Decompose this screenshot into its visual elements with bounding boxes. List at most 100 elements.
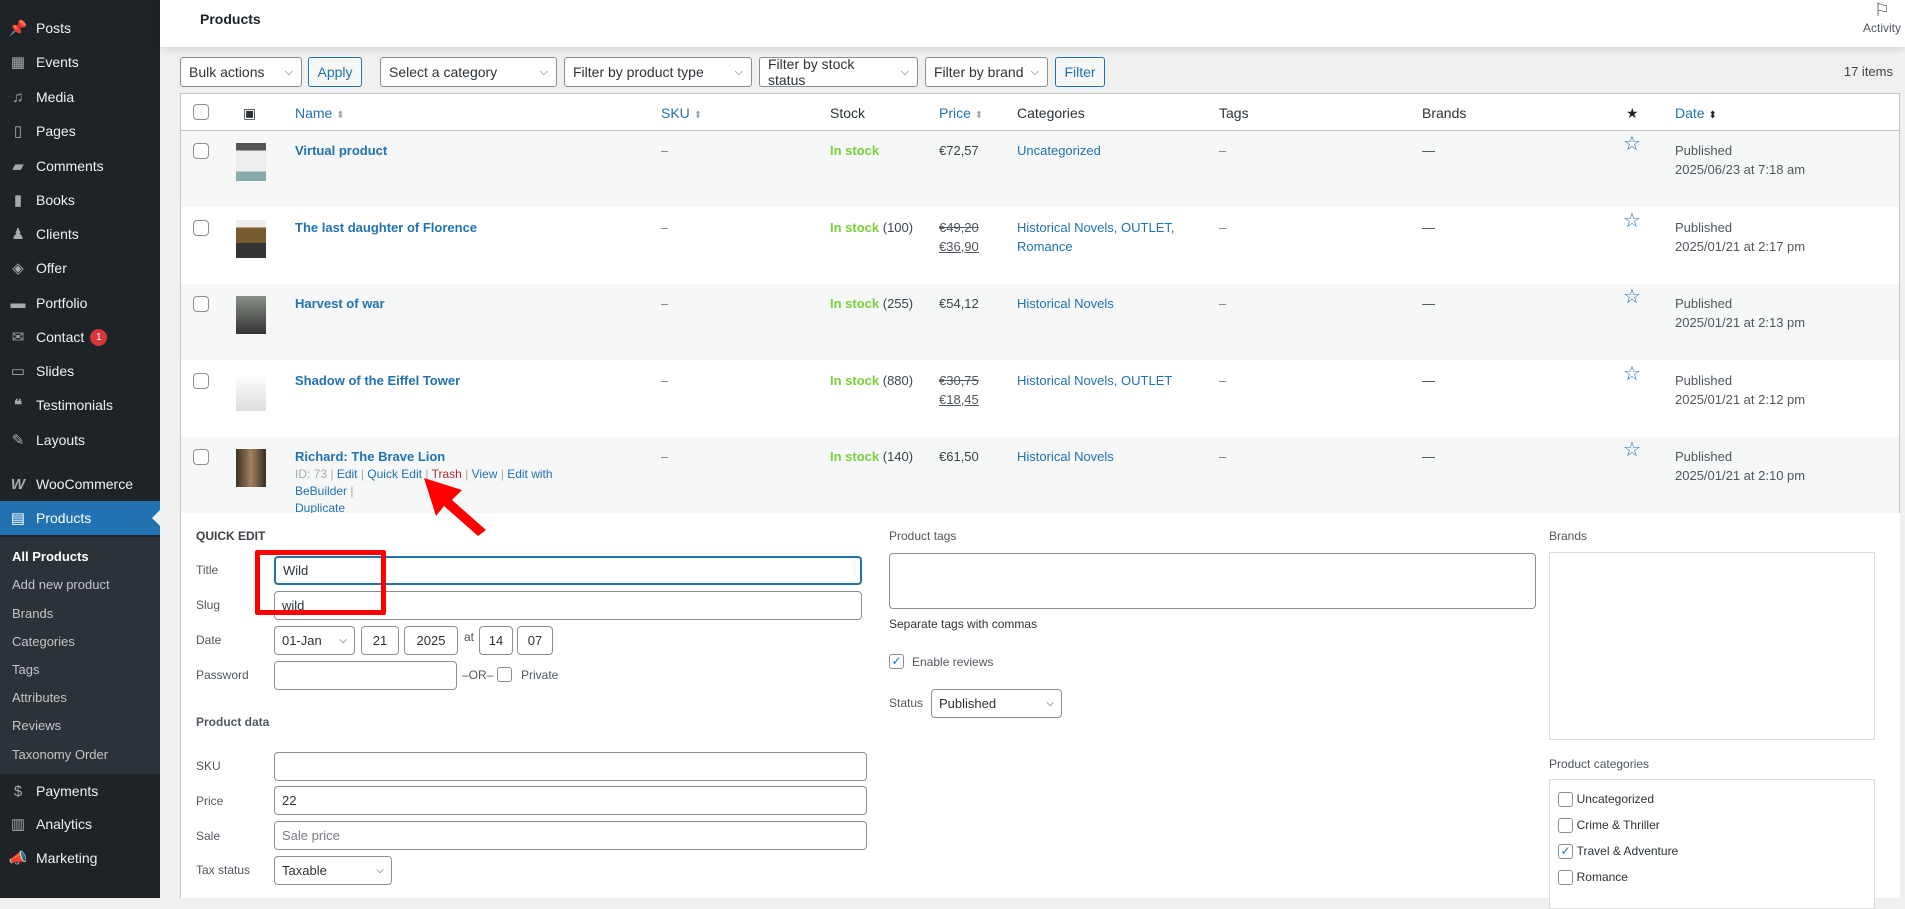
sidebar-item-comments[interactable]: ▰ Comments bbox=[0, 149, 160, 183]
hour-input[interactable]: 14 bbox=[479, 626, 513, 655]
sidebar-item-slides[interactable]: ▭ Slides bbox=[0, 354, 160, 388]
submenu-attributes[interactable]: Attributes bbox=[12, 690, 67, 705]
row-checkbox[interactable] bbox=[193, 372, 209, 389]
product-thumbnail[interactable] bbox=[236, 372, 266, 411]
submenu-all-products[interactable]: All Products bbox=[12, 549, 89, 564]
checkbox[interactable] bbox=[1558, 818, 1573, 834]
bulk-actions-select[interactable]: Bulk actions ⌵ bbox=[180, 57, 302, 87]
status-select[interactable]: Published ⌵ bbox=[931, 689, 1062, 718]
brands-list[interactable] bbox=[1549, 552, 1875, 740]
category-option[interactable]: Uncategorized bbox=[1558, 791, 1654, 808]
brand-select[interactable]: Filter by brand ⌵ bbox=[925, 57, 1048, 87]
apply-button[interactable]: Apply bbox=[308, 57, 362, 87]
product-name-link[interactable]: Harvest of war bbox=[295, 296, 385, 311]
product-categories-list[interactable]: Uncategorized Crime & Thriller ✓ Travel … bbox=[1549, 779, 1875, 909]
edit-link[interactable]: Edit bbox=[336, 467, 358, 481]
submenu-reviews[interactable]: Reviews bbox=[12, 718, 62, 733]
sidebar-item-payments[interactable]: $ Payments bbox=[0, 774, 160, 808]
stock-status-select[interactable]: Filter by stock status ⌵ bbox=[759, 56, 918, 88]
sidebar-item-pages[interactable]: ▯ Pages bbox=[0, 114, 160, 148]
sidebar-item-offer[interactable]: ◈ Offer bbox=[0, 251, 160, 285]
product-name-link[interactable]: The last daughter of Florence bbox=[295, 219, 478, 235]
sidebar-item-layouts[interactable]: ✎ Layouts bbox=[0, 423, 160, 457]
categories-link[interactable]: Historical Novels bbox=[1017, 296, 1114, 311]
featured-star-icon[interactable]: ☆ bbox=[1623, 209, 1641, 232]
row-checkbox[interactable] bbox=[193, 219, 209, 236]
label: Date bbox=[1675, 105, 1705, 121]
password-input[interactable] bbox=[274, 661, 457, 690]
category-option[interactable]: Crime & Thriller bbox=[1558, 817, 1660, 834]
featured-star-icon[interactable]: ☆ bbox=[1623, 133, 1641, 155]
row-checkbox[interactable] bbox=[193, 143, 209, 159]
product-name-link[interactable]: Shadow of the Eiffel Tower bbox=[295, 372, 461, 388]
categories-link[interactable]: Historical Novels, OUTLET, Romance bbox=[1017, 219, 1175, 254]
title-input[interactable]: Wild bbox=[274, 556, 862, 585]
quick-edit-link[interactable]: Quick Edit bbox=[367, 467, 422, 481]
featured-star-icon[interactable]: ☆ bbox=[1623, 439, 1641, 461]
sidebar-item-posts[interactable]: 📌 Posts bbox=[0, 11, 160, 45]
column-sku[interactable]: SKU ⬍ bbox=[661, 105, 702, 121]
categories-link[interactable]: Uncategorized bbox=[1017, 143, 1101, 158]
sidebar-item-marketing[interactable]: 📣 Marketing bbox=[0, 841, 160, 875]
sidebar-item-products[interactable]: ▤ Products bbox=[0, 501, 160, 535]
submenu-taxonomy-order[interactable]: Taxonomy Order bbox=[12, 747, 109, 762]
submenu-tags[interactable]: Tags bbox=[12, 662, 40, 677]
column-name[interactable]: Name ⬍ bbox=[295, 105, 345, 121]
sidebar-item-books[interactable]: ▮ Books bbox=[0, 183, 160, 217]
sidebar-item-portfolio[interactable]: ▬ Portfolio bbox=[0, 286, 160, 320]
select-all-checkbox[interactable] bbox=[193, 104, 209, 120]
category-option[interactable]: ✓ Travel & Adventure bbox=[1558, 843, 1678, 860]
minute-input[interactable]: 07 bbox=[517, 626, 553, 655]
submenu-brands[interactable]: Brands bbox=[12, 606, 54, 621]
activity-button[interactable]: ⚐ Activity bbox=[1859, 0, 1905, 35]
checkbox[interactable] bbox=[1558, 792, 1573, 808]
filter-button[interactable]: Filter bbox=[1055, 57, 1105, 87]
row-checkbox[interactable] bbox=[193, 296, 209, 312]
view-link[interactable]: View bbox=[471, 467, 498, 481]
month-select[interactable]: 01-Jan ⌵ bbox=[274, 626, 355, 655]
sidebar-item-analytics[interactable]: ▥ Analytics bbox=[0, 807, 160, 841]
product-tags-textarea[interactable] bbox=[889, 553, 1536, 609]
product-type-select[interactable]: Filter by product type ⌵ bbox=[564, 57, 752, 87]
year-input[interactable]: 2025 bbox=[404, 626, 458, 655]
sidebar-item-media[interactable]: ♫ Media bbox=[0, 80, 160, 114]
tax-status-select[interactable]: Taxable ⌵ bbox=[274, 856, 392, 885]
categories-link[interactable]: Historical Novels, OUTLET bbox=[1017, 372, 1173, 388]
column-date[interactable]: Date ⬍ bbox=[1675, 105, 1717, 121]
enable-reviews-checkbox[interactable]: ✓ bbox=[889, 654, 904, 669]
product-thumbnail[interactable] bbox=[236, 143, 266, 181]
duplicate-link[interactable]: Duplicate bbox=[295, 501, 346, 515]
product-name-link[interactable]: Richard: The Brave Lion bbox=[295, 449, 446, 464]
featured-star-icon[interactable]: ☆ bbox=[1623, 286, 1641, 308]
slug-input[interactable]: wild bbox=[274, 591, 862, 620]
tags: – bbox=[1219, 449, 1227, 464]
product-thumbnail[interactable] bbox=[236, 449, 266, 487]
submenu-add-new-product[interactable]: Add new product bbox=[12, 577, 110, 592]
row-checkbox[interactable] bbox=[193, 449, 209, 465]
sku-input[interactable] bbox=[274, 752, 867, 781]
trash-link[interactable]: Trash bbox=[431, 467, 462, 481]
day-input[interactable]: 21 bbox=[361, 626, 399, 655]
categories-link[interactable]: Historical Novels bbox=[1017, 449, 1114, 464]
category-option[interactable]: Romance bbox=[1558, 869, 1628, 886]
product-thumbnail[interactable] bbox=[236, 296, 266, 334]
category-select[interactable]: Select a category ⌵ bbox=[380, 57, 557, 87]
sidebar-item-clients[interactable]: ♟ Clients bbox=[0, 217, 160, 251]
at-label: at bbox=[464, 630, 475, 644]
sidebar-item-contact[interactable]: ✉ Contact 1 bbox=[0, 320, 160, 354]
featured-star-icon[interactable]: ☆ bbox=[1623, 362, 1641, 385]
edit-with-bebuilder-link[interactable]: Edit with BeBuilder bbox=[295, 467, 553, 498]
checkbox[interactable] bbox=[1558, 870, 1573, 886]
chevron-down-icon: ⌵ bbox=[1030, 65, 1039, 78]
sale-price-input[interactable]: Sale price bbox=[274, 821, 867, 850]
checkbox[interactable]: ✓ bbox=[1558, 844, 1573, 860]
price-input[interactable]: 22 bbox=[274, 786, 867, 815]
product-thumbnail[interactable] bbox=[236, 219, 266, 258]
column-price[interactable]: Price ⬍ bbox=[939, 105, 983, 121]
sidebar-item-events[interactable]: ▦ Events bbox=[0, 45, 160, 79]
product-name-link[interactable]: Virtual product bbox=[295, 143, 388, 158]
sidebar-item-testimonials[interactable]: ❝ Testimonials bbox=[0, 388, 160, 422]
sidebar-item-woocommerce[interactable]: W WooCommerce bbox=[0, 467, 160, 501]
submenu-categories[interactable]: Categories bbox=[12, 634, 75, 649]
private-checkbox[interactable] bbox=[497, 667, 512, 682]
